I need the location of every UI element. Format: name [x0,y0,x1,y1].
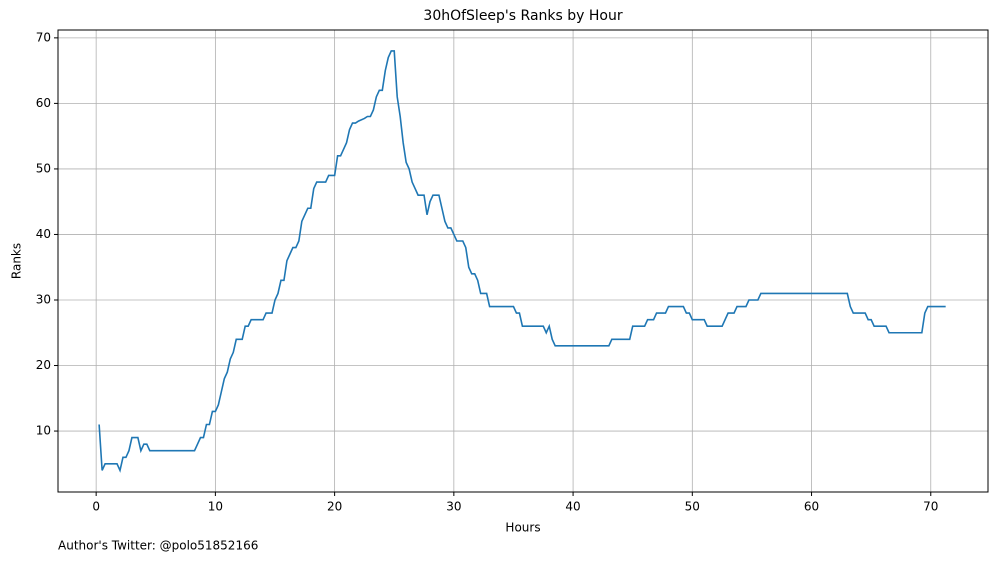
chart-title: 30hOfSleep's Ranks by Hour [423,8,622,24]
y-tick-label: 60 [36,96,51,110]
y-axis-label: Ranks [10,243,24,279]
x-tick-label: 10 [208,500,223,514]
x-tick-label: 50 [685,500,700,514]
footnote: Author's Twitter: @polo51852166 [58,539,258,553]
y-tick-label: 70 [36,30,51,44]
y-tick-label: 50 [36,161,51,175]
y-tick-label: 40 [36,227,51,241]
x-tick-label: 20 [327,500,342,514]
x-axis-label: Hours [505,521,540,535]
x-tick-label: 70 [923,500,938,514]
data-line [98,50,946,473]
x-tick-label: 30 [446,500,461,514]
plot-frame [57,29,989,493]
y-tick-label: 10 [36,424,51,438]
x-tick-label: 60 [804,500,819,514]
x-tick-label: 0 [92,500,100,514]
y-tick-label: 20 [36,358,51,372]
x-tick-label: 40 [565,500,580,514]
y-tick-label: 30 [36,292,51,306]
